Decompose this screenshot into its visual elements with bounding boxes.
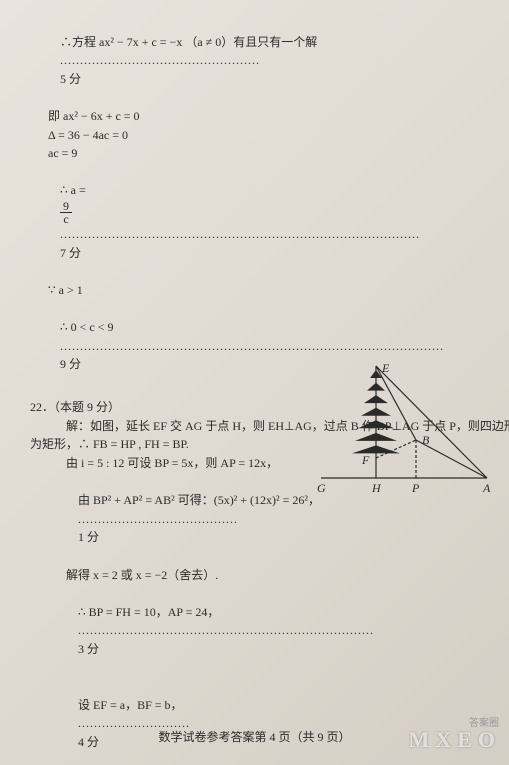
exam-answer-page: ∴方程 ax² − 7x + c = −x （a ≠ 0）有且只有一个解 ...… [0,0,509,765]
q22-l4: ∴ BP = FH = 10，AP = 24， ................… [66,584,489,677]
text: ∴ a = [60,183,89,197]
score-mark: 7 分 [60,246,81,260]
diagram-svg: E B A FH P G [311,360,491,510]
svg-text:P: P [411,481,420,495]
q21-line3: Δ = 36 − 4ac = 0 [48,126,489,145]
svg-text:H: H [371,481,382,495]
text: ∴ 0 < c < 9 [60,320,114,334]
den: c [60,213,72,225]
leader-dots: ........................................ [78,512,238,526]
svg-text:B: B [422,433,430,447]
score-mark: 1 分 [78,530,99,544]
num: 9 [60,200,72,213]
leader-dots: ........................................… [60,339,444,353]
q21-line4: ac = 9 [48,144,489,163]
text: 设 EF = a，BF = b， [78,698,183,712]
q21-line5: ∴ a = 9c ...............................… [48,163,489,281]
q21-line6: ∵ a > 1 [48,281,489,300]
fraction: 9c [60,200,72,225]
svg-text:F: F [361,453,370,467]
score-mark: 9 分 [60,357,81,371]
svg-text:G: G [317,481,326,495]
leader-dots: ........................................… [60,53,260,67]
q22-l3: 解得 x = 2 或 x = −2（舍去）. [66,566,489,585]
watermark-icon: MXEO [409,723,501,757]
q21-line1: ∴方程 ax² − 7x + c = −x （a ≠ 0）有且只有一个解 ...… [48,14,489,107]
score-mark: 3 分 [78,642,99,656]
text: ∴方程 ax² − 7x + c = −x （a ≠ 0）有且只有一个解 [60,35,317,49]
svg-text:E: E [381,361,390,375]
svg-text:A: A [482,481,491,495]
text: ∴ BP = FH = 10，AP = 24， [78,605,219,619]
q21-line2: 即 ax² − 6x + c = 0 [48,107,489,126]
score-mark: 5 分 [60,72,81,86]
text: 由 BP² + AP² = AB² 可得：(5x)² + (12x)² = 26… [78,493,320,507]
leader-dots: ........................................… [60,227,420,241]
leader-dots: ........................................… [78,623,374,637]
geometry-diagram: E B A FH P G [311,360,491,516]
